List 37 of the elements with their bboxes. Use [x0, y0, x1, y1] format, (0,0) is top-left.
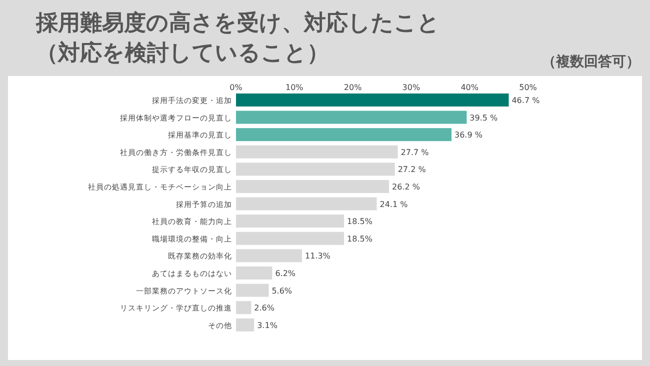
bar [236, 180, 390, 193]
x-tick-label: 10% [286, 83, 304, 92]
bar [236, 145, 398, 158]
text: （複数回答可） [542, 53, 640, 70]
data-label: 6.2% [275, 269, 296, 278]
data-label: 26.2 % [392, 182, 420, 192]
data-label: 36.9 % [454, 130, 483, 140]
x-tick-label: 40% [460, 83, 479, 92]
bar [236, 266, 272, 280]
bar [236, 318, 254, 332]
data-label: 39.5 % [470, 113, 498, 122]
chart-title: 採用難易度の高さを受け、対応したこと [35, 10, 440, 36]
x-tick-label: 0% [230, 83, 243, 92]
data-label: 5.6% [272, 286, 292, 296]
data-label: 3.1% [257, 320, 278, 330]
data-label: 27.7 % [400, 148, 430, 157]
bar [236, 301, 252, 314]
data-label: 11.3% [304, 252, 331, 261]
data-label: 27.2 % [398, 165, 426, 174]
data-label: 18.5% [347, 217, 373, 226]
bar [236, 232, 344, 245]
bar [236, 94, 509, 106]
data-label: 24.1 % [380, 200, 408, 209]
bar [236, 197, 377, 210]
data-label: 46.7 % [512, 96, 540, 105]
x-tick-label: 20% [344, 83, 362, 92]
bar [236, 162, 395, 176]
bar [236, 284, 269, 297]
data-label: 18.5% [347, 234, 373, 244]
x-tick-label: 50% [519, 83, 538, 92]
bar [236, 128, 452, 142]
data-label: 2.6% [254, 304, 275, 313]
bar [236, 249, 302, 262]
x-tick-label: 30% [402, 83, 420, 92]
bar [236, 214, 344, 228]
chart-subtitle: （対応を検討していること） [36, 40, 329, 66]
bar [236, 110, 467, 124]
